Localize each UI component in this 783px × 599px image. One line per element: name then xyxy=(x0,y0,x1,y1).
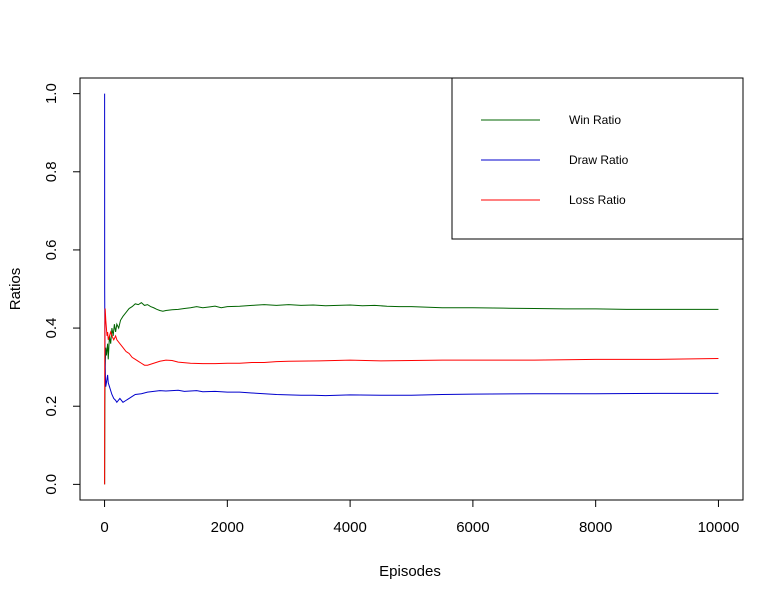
x-tick-label: 8000 xyxy=(579,519,612,536)
x-tick-label: 0 xyxy=(100,519,108,536)
x-tick-label: 2000 xyxy=(211,519,244,536)
legend-box xyxy=(451,77,744,240)
legend-label-loss-ratio: Loss Ratio xyxy=(569,193,626,207)
y-tick-label: 0.8 xyxy=(43,161,60,182)
x-tick-label: 4000 xyxy=(333,519,366,536)
y-tick-label: 1.0 xyxy=(43,83,60,104)
series-line-draw-ratio xyxy=(104,93,719,404)
series-line-win-ratio xyxy=(104,302,719,485)
y-axis-label: Ratios xyxy=(7,268,24,311)
series-layer xyxy=(104,93,719,485)
x-tick-label: 6000 xyxy=(456,519,489,536)
y-axis: 0.0 0.2 0.4 0.6 0.8 1.0 xyxy=(43,83,81,495)
legend: Win Ratio Draw Ratio Loss Ratio xyxy=(451,77,744,240)
y-tick-label: 0.2 xyxy=(43,396,60,417)
y-tick-label: 0.4 xyxy=(43,318,60,339)
x-tick-label: 10000 xyxy=(698,519,740,536)
y-tick-label: 0.0 xyxy=(43,474,60,495)
x-axis: 0 2000 4000 6000 8000 10000 xyxy=(100,499,740,536)
y-tick-label: 0.6 xyxy=(43,240,60,261)
series-line-loss-ratio xyxy=(104,308,719,485)
legend-label-win-ratio: Win Ratio xyxy=(569,113,621,127)
legend-label-draw-ratio: Draw Ratio xyxy=(569,153,629,167)
x-axis-label: Episodes xyxy=(379,563,441,580)
